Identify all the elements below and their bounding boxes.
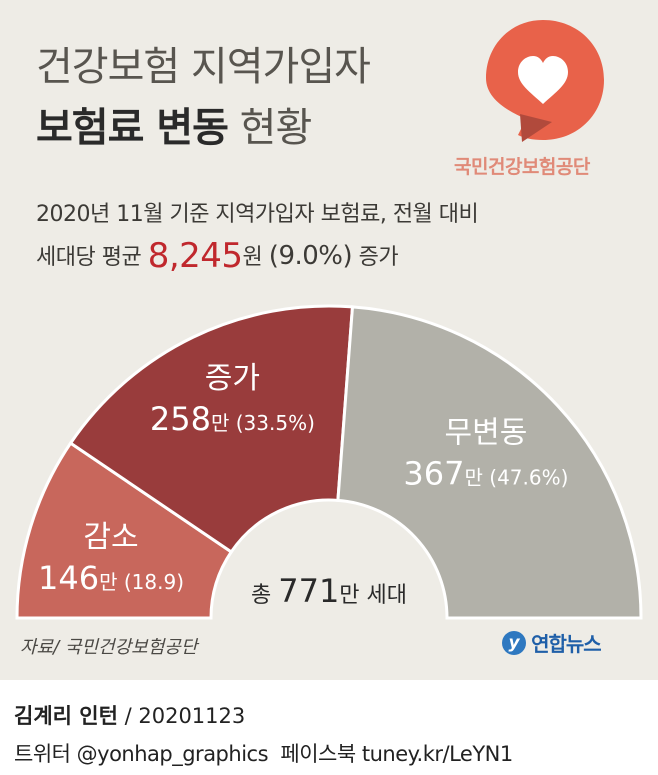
subtitle-line2: 세대당 평균 8,245원 (9.0%) 증가 <box>36 236 399 276</box>
slice-value-nochange: 367만 (47.6%) <box>403 454 568 492</box>
credit-date: / 20201123 <box>124 704 246 728</box>
subtitle-pct: (9.0%) <box>268 241 353 271</box>
yonhap-logo-icon: y <box>502 630 526 655</box>
credit-social-line: 트위터 @yonhap_graphics 페이스북 tuney.kr/LeYN1 <box>14 738 513 768</box>
slice-percent: (33.5%) <box>236 411 315 435</box>
title-bold: 보험료 변동 <box>36 105 229 151</box>
logo-name: 국민건강보험공단 <box>454 156 590 178</box>
slice-value-number: 367 <box>403 454 464 492</box>
total-prefix: 총 <box>251 583 278 608</box>
agency-logo: y 연합뉴스 <box>502 628 602 657</box>
credit-facebook: 페이스북 tuney.kr/LeYN1 <box>280 742 513 766</box>
slice-increase <box>68 304 355 554</box>
slice-percent: (47.6%) <box>489 465 568 489</box>
subtitle-line1: 2020년 11월 기준 지역가입자 보험료, 전월 대비 <box>36 202 479 227</box>
slice-value-unit: 만 <box>465 465 490 489</box>
credit-twitter: 트위터 @yonhap_graphics <box>14 742 269 766</box>
slice-value-number: 258 <box>150 400 211 438</box>
slice-percent: (18.9) <box>124 570 184 594</box>
title-line2: 보험료 변동 현황 <box>36 95 313 153</box>
subtitle-prefix: 세대당 평균 <box>36 245 142 270</box>
slice-value-decrease: 146만 (18.9) <box>38 559 184 597</box>
slice-value-unit: 만 <box>211 411 236 435</box>
subtitle-suffix: 증가 <box>358 245 399 270</box>
title-line1: 건강보험 지역가입자 <box>36 44 371 90</box>
slice-nochange <box>336 305 643 620</box>
total-label: 총 771만 세대 <box>251 572 407 610</box>
credit-author-line: 김계리 인턴 / 20201123 <box>14 700 245 730</box>
credit-author: 김계리 인턴 <box>14 704 118 728</box>
slice-value-increase: 258만 (33.5%) <box>150 400 315 438</box>
slice-name-decrease: 감소 <box>83 520 138 555</box>
slice-decrease <box>15 441 234 620</box>
subtitle-unit: 원 <box>242 245 263 270</box>
slice-name-nochange: 무변동 <box>445 415 528 450</box>
agency-name: 연합뉴스 <box>531 632 602 656</box>
title-rest: 현황 <box>239 105 313 151</box>
total-value: 771 <box>278 572 339 610</box>
logo-heart-shape <box>518 56 568 104</box>
logo-bubble-tail <box>520 114 552 142</box>
total-unit: 만 <box>339 583 366 608</box>
slice-value-unit: 만 <box>99 570 124 594</box>
source-note: 자료/ 국민건강보험공단 <box>20 637 198 658</box>
total-suffix: 세대 <box>367 583 407 608</box>
logo-heart-icon <box>486 20 604 142</box>
slice-value-number: 146 <box>38 559 99 597</box>
slice-name-increase: 증가 <box>205 361 260 396</box>
subtitle-amount: 8,245 <box>147 236 243 276</box>
